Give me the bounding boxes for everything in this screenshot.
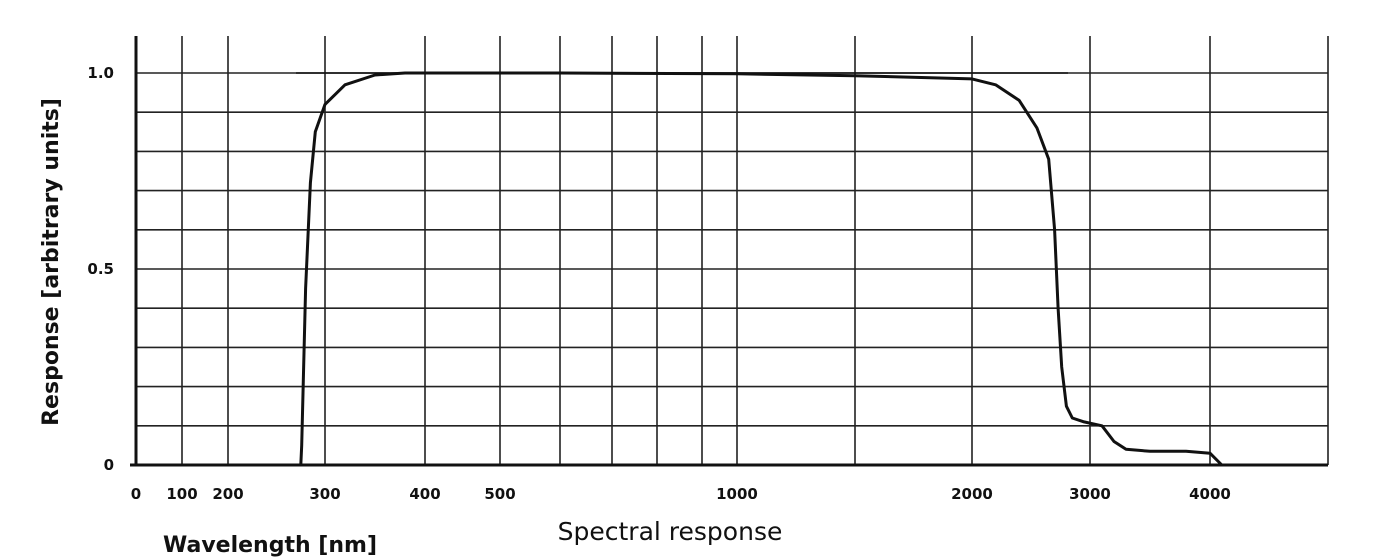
y-tick-label: 0 <box>104 456 114 474</box>
x-axis-title: Wavelength [nm] <box>163 533 377 558</box>
horizontal-gridlines <box>136 72 1328 427</box>
vertical-gridlines <box>181 36 1329 465</box>
x-tick-label: 4000 <box>1189 485 1231 503</box>
y-tick-label: 0.5 <box>87 260 114 278</box>
x-tick-labels: 0 100 200 300 400 500 1000 2000 3000 4000 <box>131 485 1231 503</box>
y-tick-labels: 0 0.5 1.0 <box>87 64 114 474</box>
x-tick-label: 500 <box>484 485 515 503</box>
x-tick-label: 3000 <box>1069 485 1111 503</box>
x-tick-label: 0 <box>131 485 141 503</box>
x-tick-label: 300 <box>309 485 340 503</box>
y-axis-title: Response [arbitrary units] <box>39 98 64 426</box>
response-curve <box>299 71 1223 467</box>
x-tick-label: 100 <box>166 485 197 503</box>
x-tick-label: 1000 <box>716 485 758 503</box>
x-tick-label: 200 <box>212 485 243 503</box>
chart-title: Spectral response <box>558 517 783 546</box>
y-tick-label: 1.0 <box>87 64 114 82</box>
x-tick-label: 2000 <box>951 485 993 503</box>
x-tick-label: 400 <box>409 485 440 503</box>
